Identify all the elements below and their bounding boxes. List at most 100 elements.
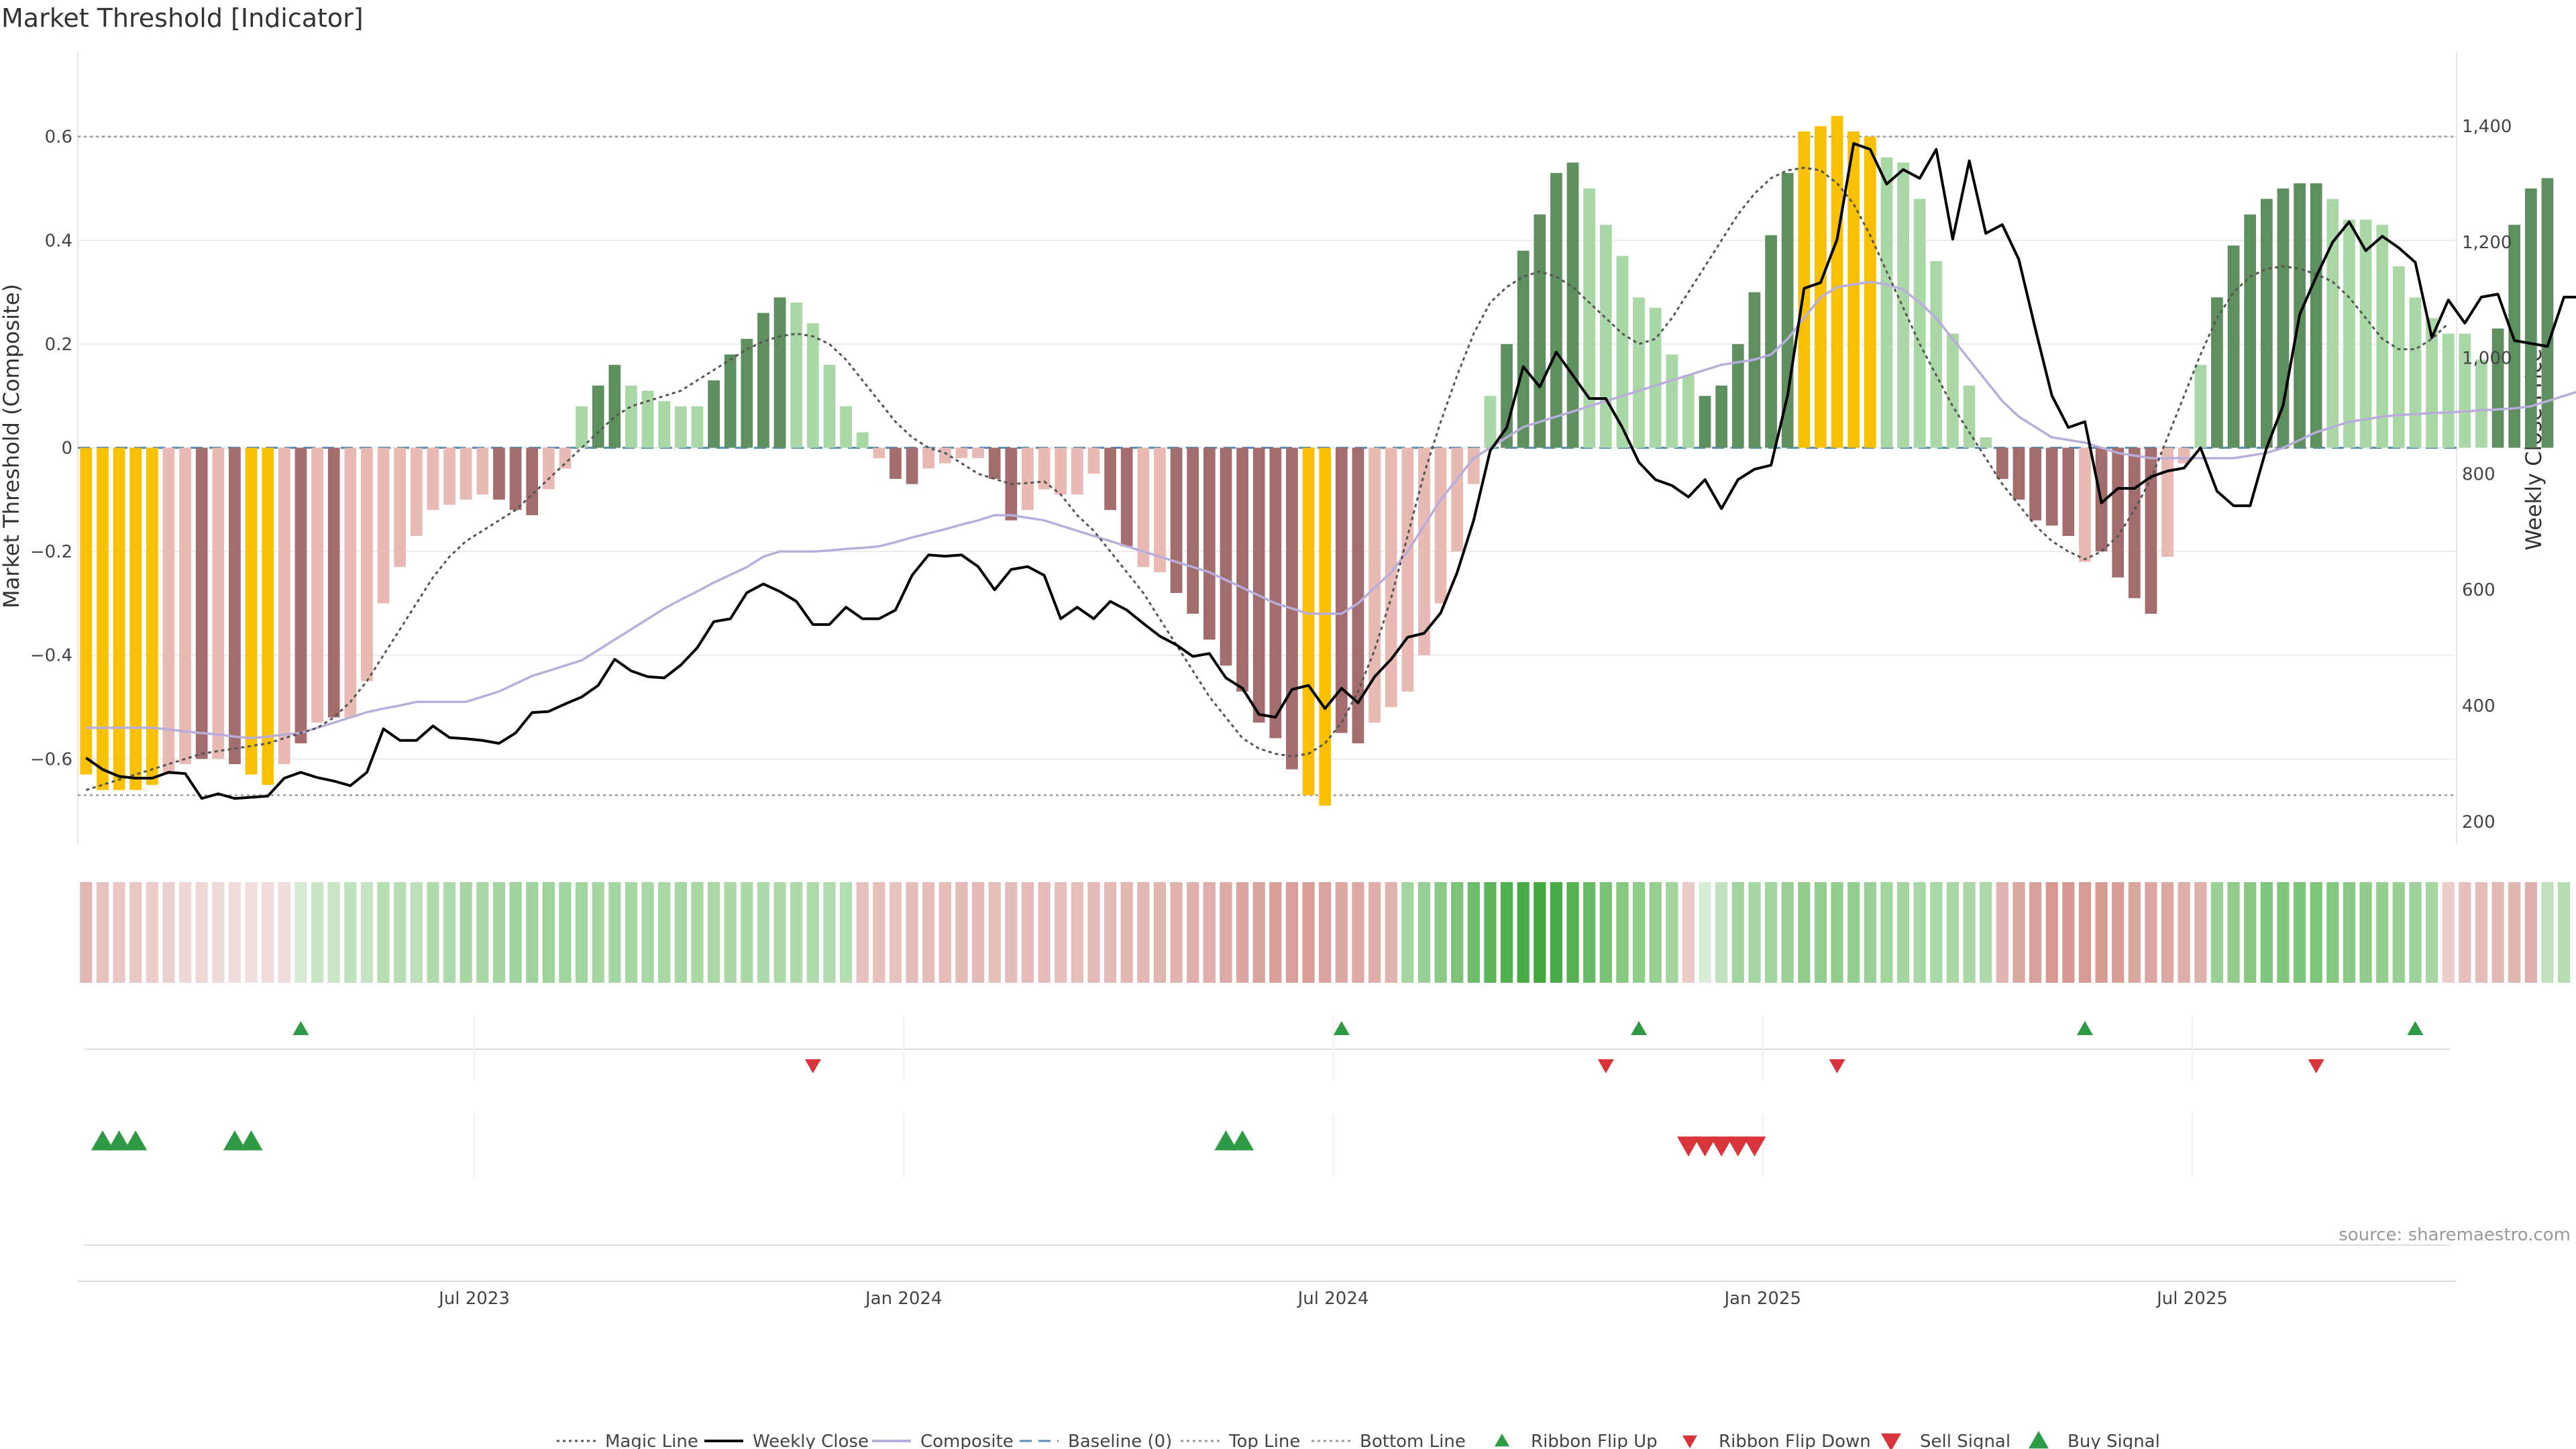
composite-bar bbox=[2376, 225, 2389, 448]
ribbon-cell bbox=[1550, 882, 1563, 983]
ribbon-cell bbox=[691, 882, 704, 983]
legend-label: Bottom Line bbox=[1360, 1432, 1466, 1449]
x-tick-label: Jul 2024 bbox=[1297, 1289, 1369, 1309]
composite-bar bbox=[757, 313, 769, 448]
ribbon-cell bbox=[228, 882, 241, 983]
ribbon-cell bbox=[1269, 882, 1282, 983]
composite-bar bbox=[2128, 447, 2141, 598]
ribbon-cell bbox=[1220, 882, 1232, 983]
ribbon-cell bbox=[1385, 882, 1397, 983]
composite-bar bbox=[1055, 447, 1067, 495]
composite-bar bbox=[1269, 447, 1282, 739]
buy-signal-marker bbox=[1231, 1130, 1254, 1150]
ribbon-cell bbox=[178, 882, 192, 983]
composite-bar bbox=[129, 447, 142, 790]
ribbon-cell bbox=[1451, 882, 1464, 983]
ribbon-cell bbox=[2409, 882, 2422, 983]
ribbon-cell bbox=[1731, 882, 1744, 983]
composite-bar bbox=[2161, 447, 2174, 557]
composite-bar bbox=[1385, 447, 1397, 708]
y2-tick-label: 200 bbox=[2462, 812, 2496, 833]
y2-tick-label: 1,400 bbox=[2462, 117, 2512, 137]
ribbon-cell bbox=[1963, 882, 1976, 983]
ribbon-cell bbox=[1864, 882, 1876, 983]
composite-bar bbox=[2227, 246, 2240, 448]
ribbon-cell bbox=[1302, 882, 1315, 983]
ribbon-cell bbox=[2359, 882, 2372, 983]
composite-bar bbox=[278, 447, 290, 765]
ribbon-cell bbox=[674, 882, 687, 983]
sell-signal-marker bbox=[1726, 1136, 1750, 1157]
ribbon-cell bbox=[625, 882, 638, 983]
ribbon-cell bbox=[2442, 882, 2455, 983]
y2-tick-label: 400 bbox=[2462, 696, 2496, 716]
composite-bar bbox=[1517, 250, 1529, 448]
composite-bar bbox=[1335, 447, 1348, 733]
ribbon-cell bbox=[2310, 882, 2322, 983]
composite-bar bbox=[2541, 178, 2554, 448]
x-tick-label: Jan 2024 bbox=[864, 1289, 943, 1309]
composite-bar bbox=[1401, 447, 1414, 692]
ribbon-cell bbox=[1319, 882, 1332, 983]
ribbon-cell bbox=[526, 882, 539, 983]
y-tick-label: 0.4 bbox=[45, 231, 72, 251]
composite-bar bbox=[1599, 225, 1612, 448]
ribbon-cell bbox=[1285, 882, 1299, 983]
ribbon-cell bbox=[1517, 882, 1529, 983]
composite-bar bbox=[97, 447, 109, 790]
ribbon-cell bbox=[790, 882, 803, 983]
ribbon-cell bbox=[212, 882, 225, 983]
ribbon-cell bbox=[906, 882, 918, 983]
composite-bar bbox=[2012, 447, 2025, 500]
composite-bar bbox=[2459, 333, 2471, 448]
y2-tick-label: 800 bbox=[2462, 464, 2496, 484]
ribbon-cell bbox=[2210, 882, 2224, 983]
composite-bar bbox=[2062, 447, 2075, 536]
legend-label: Baseline (0) bbox=[1068, 1432, 1172, 1449]
buy-signal-marker bbox=[1214, 1130, 1238, 1150]
composite-bar bbox=[592, 385, 604, 448]
ribbon-cell bbox=[2326, 882, 2339, 983]
composite-bar bbox=[1831, 115, 1843, 448]
reference-lines bbox=[78, 136, 2457, 796]
composite-bar bbox=[1996, 447, 2008, 479]
legend-label: Ribbon Flip Down bbox=[1719, 1432, 1871, 1449]
composite-bar bbox=[162, 447, 175, 775]
ribbon-cell bbox=[2178, 882, 2190, 983]
composite-bar bbox=[823, 364, 836, 448]
ribbon-cell bbox=[427, 882, 439, 983]
buy-signal-marker bbox=[124, 1130, 148, 1150]
composite-bar bbox=[840, 406, 852, 448]
ribbon-cell bbox=[1534, 882, 1546, 983]
composite-bar bbox=[460, 447, 472, 500]
tick-labels: −0.6 −0.4 −0.2 0 0.2 0.4 0.6 200 400 600 800 1,000 1… bbox=[30, 117, 2512, 1309]
composite-bar bbox=[1930, 261, 1943, 448]
ribbon-cell bbox=[1104, 882, 1117, 983]
ribbon-cell bbox=[592, 882, 604, 983]
composite-bar bbox=[922, 447, 935, 469]
bars bbox=[80, 115, 2554, 806]
ribbon-cell bbox=[988, 882, 1001, 983]
composite-line bbox=[86, 280, 2576, 740]
legend-label: Top Line bbox=[1228, 1432, 1300, 1449]
ribbon-cell bbox=[2392, 882, 2405, 983]
ribbon-cell bbox=[262, 882, 274, 983]
composite-bar bbox=[674, 406, 687, 448]
ribbon-cell bbox=[922, 882, 935, 983]
ribbon-cell bbox=[1434, 882, 1447, 983]
composite-bar bbox=[1765, 235, 1777, 448]
ribbon-cell bbox=[2145, 882, 2157, 983]
composite-bar bbox=[2491, 328, 2504, 448]
composite-bar bbox=[2326, 199, 2339, 448]
ribbon-cell bbox=[658, 882, 671, 983]
legend-swatch-buy-signal bbox=[2029, 1431, 2049, 1449]
composite-bar bbox=[1302, 447, 1315, 796]
composite-bar bbox=[856, 432, 869, 448]
ribbon-cell bbox=[1368, 882, 1381, 983]
composite-bar bbox=[1847, 131, 1860, 448]
ribbon-cell bbox=[1038, 882, 1051, 983]
ribbon-cell bbox=[1187, 882, 1199, 983]
ribbon-cell bbox=[1417, 882, 1431, 983]
composite-bar bbox=[262, 447, 274, 785]
ribbon-cell bbox=[1071, 882, 1083, 983]
